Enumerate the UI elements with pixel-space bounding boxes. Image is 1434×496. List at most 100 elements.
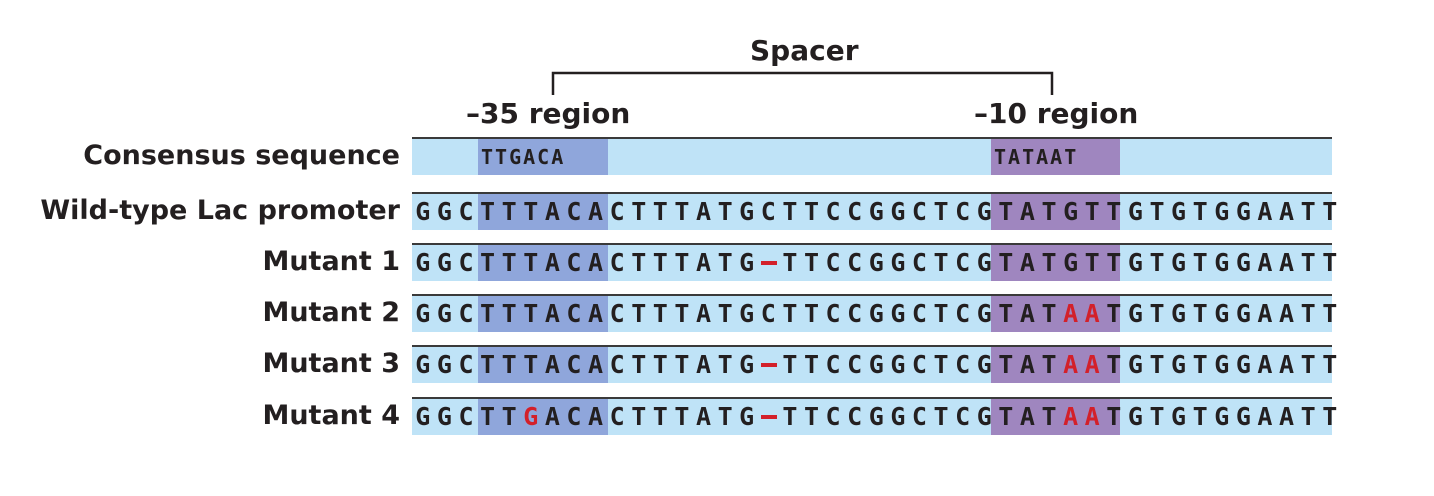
base: T: [501, 197, 517, 226]
base: G: [1235, 248, 1251, 277]
base: A: [1279, 248, 1295, 277]
base: T: [1106, 350, 1122, 379]
base: T: [1192, 402, 1208, 431]
base: T: [652, 299, 668, 328]
base: T: [1149, 197, 1165, 226]
base: T: [717, 197, 733, 226]
base: C: [609, 402, 625, 431]
base: T: [674, 350, 690, 379]
base: G: [436, 197, 452, 226]
deletion-mark: [758, 347, 780, 383]
base: T: [1300, 197, 1316, 226]
base: T: [1084, 248, 1100, 277]
base: T: [501, 402, 517, 431]
base: T: [1041, 350, 1057, 379]
base: A: [1019, 402, 1035, 431]
base: G: [436, 350, 452, 379]
base: G: [739, 350, 755, 379]
base: C: [955, 248, 971, 277]
base: T: [1322, 248, 1338, 277]
base: A: [1257, 248, 1273, 277]
base: C: [825, 402, 841, 431]
mutated-base: A: [1063, 402, 1079, 431]
base: A: [588, 402, 604, 431]
consensus-bar: TTGACA TATAAT: [412, 137, 1332, 175]
base: T: [717, 350, 733, 379]
base: A: [1019, 299, 1035, 328]
base: T: [1041, 248, 1057, 277]
base: T: [717, 402, 733, 431]
row-label: Mutant 2: [262, 297, 400, 328]
base: T: [803, 197, 820, 226]
row-label: Mutant 1: [262, 246, 400, 277]
base: C: [566, 197, 582, 226]
base: A: [1279, 350, 1295, 379]
row-label: Mutant 4: [262, 400, 400, 431]
base: T: [631, 299, 647, 328]
base: T: [1300, 350, 1316, 379]
base: G: [1127, 350, 1143, 379]
base: T: [782, 299, 798, 328]
base: G: [868, 350, 884, 379]
base: G: [1214, 402, 1230, 431]
base: C: [955, 402, 971, 431]
base: T: [782, 197, 798, 226]
base: T: [803, 248, 820, 277]
base: T: [1192, 197, 1208, 226]
base: T: [1106, 197, 1122, 226]
base: C: [609, 299, 625, 328]
base: G: [1171, 402, 1187, 431]
base: G: [739, 402, 755, 431]
base: A: [695, 402, 712, 431]
base: T: [674, 299, 690, 328]
base: C: [911, 248, 927, 277]
mutated-base: A: [1063, 299, 1079, 328]
base: G: [976, 248, 992, 277]
base: T: [652, 197, 668, 226]
base: G: [868, 197, 884, 226]
minus35-box: [478, 194, 608, 230]
base: T: [933, 299, 949, 328]
base: T: [1149, 350, 1165, 379]
base: G: [1063, 248, 1079, 277]
base: T: [631, 248, 647, 277]
base: G: [436, 299, 452, 328]
base: T: [1106, 402, 1122, 431]
base: A: [1279, 402, 1295, 431]
base: T: [717, 248, 733, 277]
base: A: [695, 197, 712, 226]
base: C: [458, 350, 474, 379]
base: T: [674, 402, 690, 431]
base: G: [739, 197, 755, 226]
base: C: [955, 350, 971, 379]
base: T: [1300, 299, 1316, 328]
base: T: [1192, 248, 1208, 277]
base: A: [1257, 350, 1273, 379]
base: T: [652, 350, 668, 379]
base: G: [976, 299, 992, 328]
base: C: [847, 299, 863, 328]
base: G: [1063, 197, 1079, 226]
consensus-label: Consensus sequence: [83, 140, 400, 171]
base: A: [1279, 197, 1295, 226]
minus35-region-label: –35 region: [466, 97, 631, 130]
base: C: [609, 350, 625, 379]
base: C: [825, 350, 841, 379]
base: G: [1214, 197, 1230, 226]
base: C: [458, 248, 474, 277]
base: T: [631, 197, 647, 226]
base: G: [890, 248, 906, 277]
base: T: [523, 299, 539, 328]
base: C: [458, 197, 474, 226]
base: T: [1322, 350, 1338, 379]
base: C: [847, 197, 863, 226]
base: T: [652, 248, 668, 277]
base: C: [566, 402, 582, 431]
base: T: [480, 248, 496, 277]
base: A: [588, 350, 604, 379]
